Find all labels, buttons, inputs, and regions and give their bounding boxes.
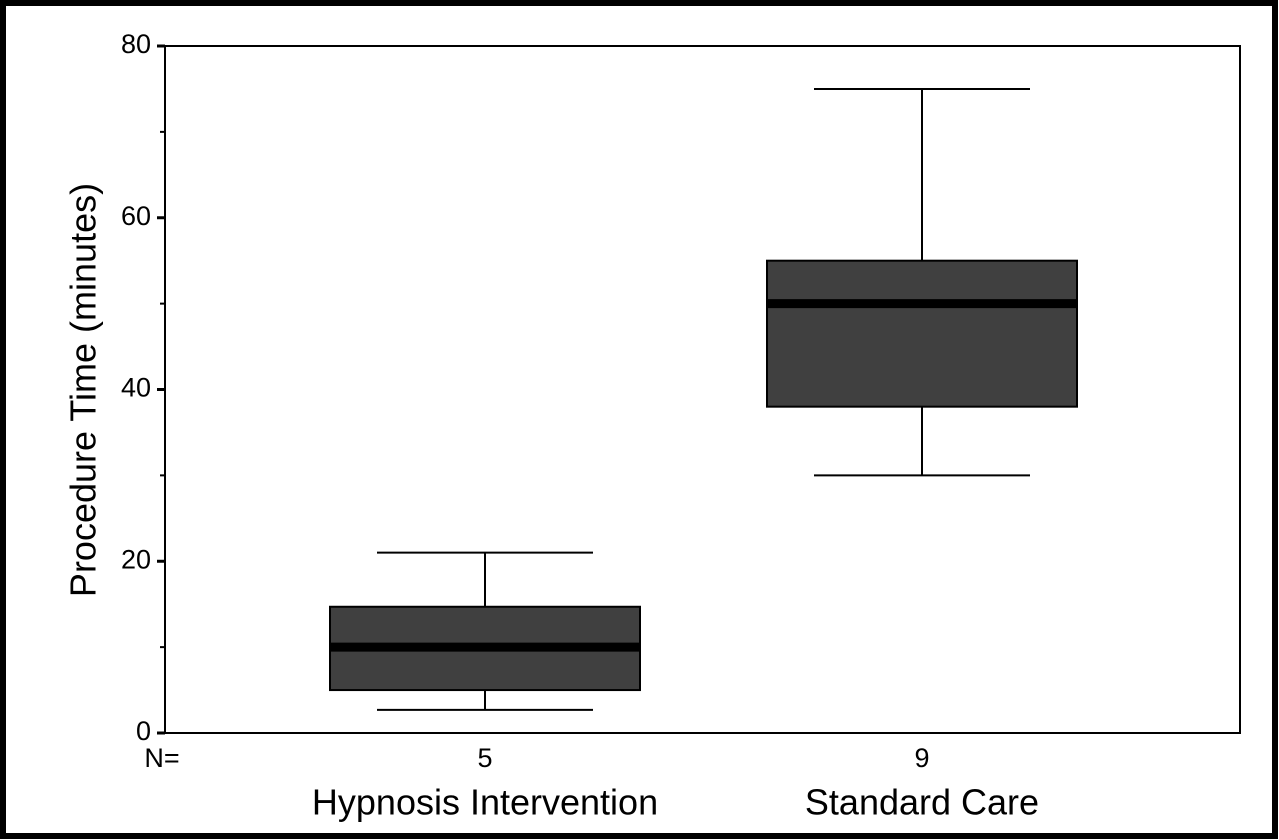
y-tick-label: 60: [121, 201, 151, 231]
x-tick-label: Hypnosis Intervention: [312, 782, 658, 823]
y-axis-title: Procedure Time (minutes): [63, 183, 104, 597]
box: [766, 259, 1078, 408]
y-tick-label: 80: [121, 29, 151, 59]
x-tick-label: Standard Care: [805, 782, 1039, 823]
y-tick-label: 40: [121, 373, 151, 403]
count-label: 9: [914, 743, 929, 773]
y-tick-label: 20: [121, 544, 151, 574]
n-label: N=: [144, 743, 179, 773]
count-label: 5: [477, 743, 492, 773]
y-tick-label: 0: [136, 716, 151, 746]
